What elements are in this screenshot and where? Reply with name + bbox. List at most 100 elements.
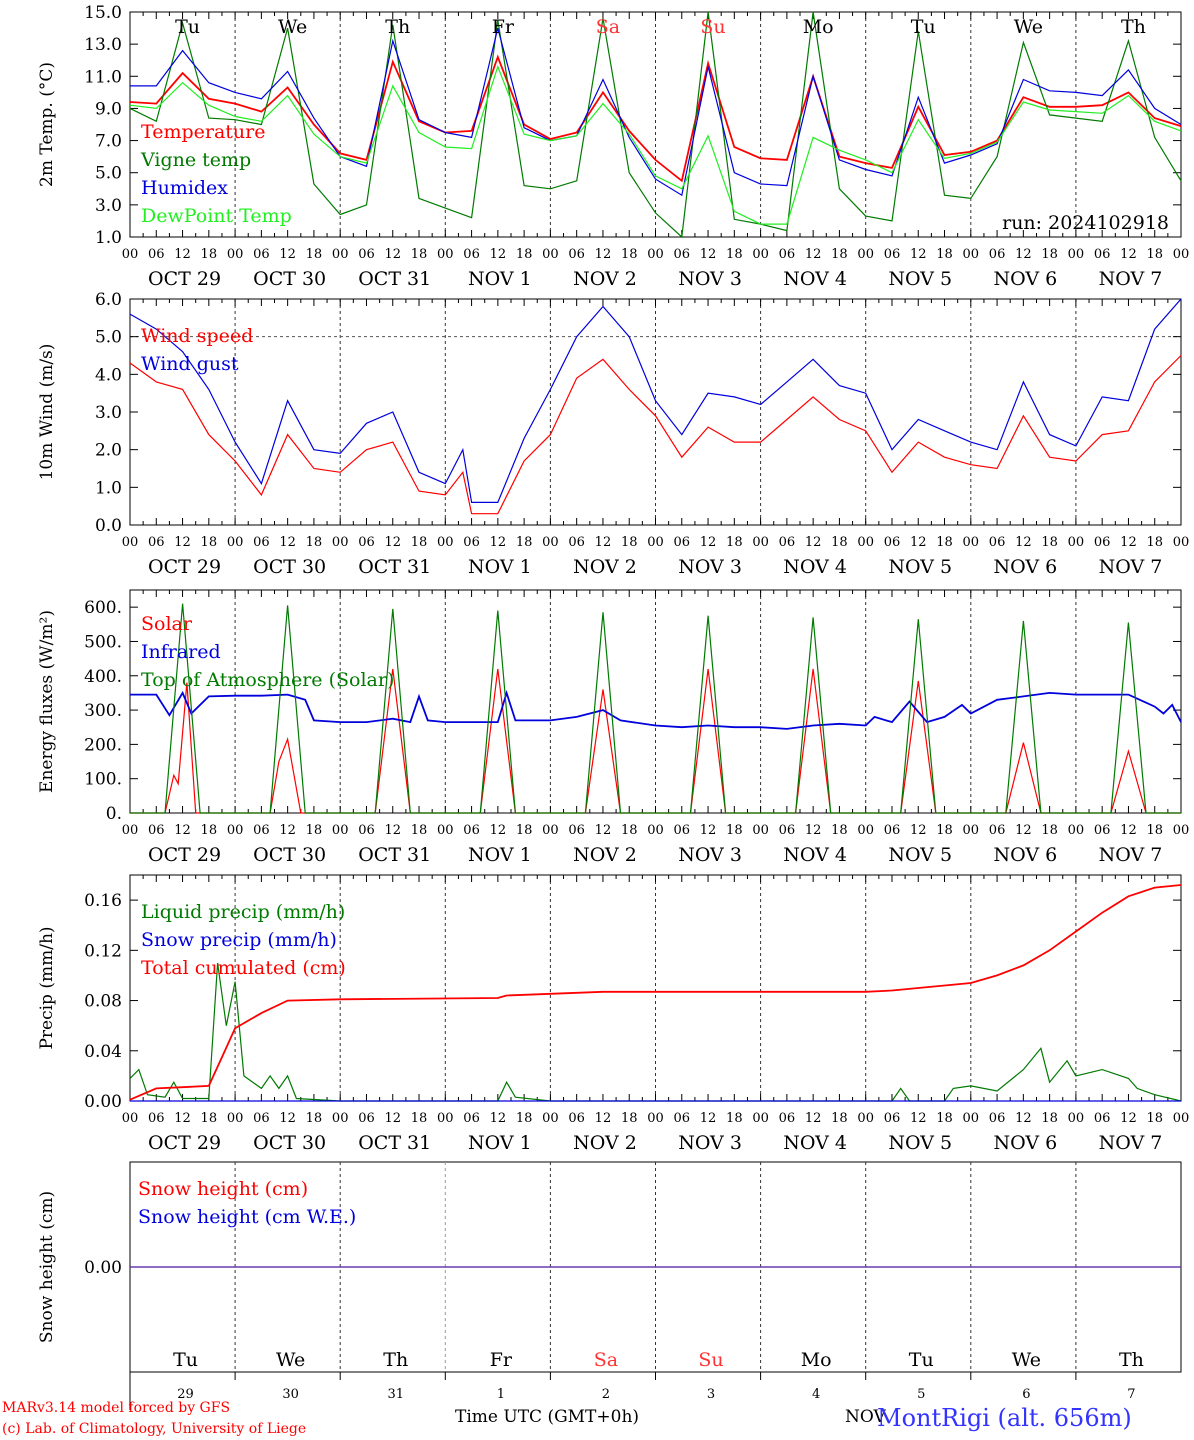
hour-tick-label: 06: [358, 823, 375, 838]
hour-tick-label: 12: [910, 823, 927, 838]
hour-tick-label: 06: [674, 535, 691, 550]
date-label: NOV 5: [888, 268, 952, 290]
hour-tick-label: 12: [700, 247, 717, 262]
hour-tick-label: 18: [936, 1111, 953, 1126]
credit-line-2: (c) Lab. of Climatology, University of L…: [2, 1421, 306, 1437]
date-label: NOV 6: [993, 1132, 1057, 1154]
hour-tick-label: 12: [595, 823, 612, 838]
legend-entry: Liquid precip (mm/h): [141, 901, 345, 923]
hour-tick-label: 00: [227, 1111, 244, 1126]
hour-tick-label: 00: [437, 1111, 454, 1126]
hour-tick-label: 18: [831, 535, 848, 550]
hour-tick-label: 06: [463, 1111, 480, 1126]
date-label: NOV 4: [783, 268, 847, 290]
series-line: [129, 298, 1182, 503]
date-label: NOV 2: [573, 268, 637, 290]
hour-tick-label: 06: [884, 823, 901, 838]
date-label: NOV 4: [783, 1132, 847, 1154]
hour-tick-label: 06: [148, 247, 165, 262]
hour-tick-label: 00: [122, 823, 139, 838]
date-number-label: 31: [387, 1387, 404, 1402]
legend-entry: Top of Atmosphere (Solar): [141, 669, 394, 691]
legend-entry: Vigne temp: [140, 149, 251, 171]
date-label: NOV 4: [783, 844, 847, 866]
chart-panel-3: 600. 500. 400. 300. 200. 100. 0. Energy fluxes …: [37, 589, 1189, 866]
hour-tick-label: 18: [306, 1111, 323, 1126]
chart-panel-1: 15.0 13.0 11.0 9.0 7.0 5.0 3.0 1.0 2m Temp. (°C)…: [37, 3, 1189, 290]
date-label: OCT 31: [358, 844, 431, 866]
hour-tick-label: 18: [516, 247, 533, 262]
legend-entry: Snow height (cm W.E.): [138, 1206, 356, 1228]
date-label: NOV 5: [888, 556, 952, 578]
hour-tick-label: 12: [1015, 535, 1032, 550]
y-tick-label: 600.: [84, 598, 122, 618]
y-tick-label: 1.0: [95, 478, 122, 498]
hour-tick-label: 00: [963, 247, 980, 262]
y-axis-label: Snow height (cm): [37, 1191, 57, 1343]
weekday-label: Mo: [801, 1349, 832, 1371]
station-title: MontRigi (alt. 656m): [877, 1404, 1132, 1432]
series-line: [130, 603, 1181, 814]
weekday-label: Fr: [492, 16, 515, 38]
date-label: NOV 5: [888, 844, 952, 866]
legend-entry: Wind gust: [141, 353, 239, 375]
chart-panel-2: 6.0 5.0 4.0 3.0 2.0 1.0 0.0 10m Wind (m/s) Wind …: [37, 290, 1189, 578]
hour-tick-label: 18: [831, 247, 848, 262]
hour-tick-label: 00: [437, 247, 454, 262]
y-tick-label: 0.16: [84, 891, 122, 911]
date-label: OCT 30: [253, 1132, 326, 1154]
hour-tick-label: 00: [542, 823, 559, 838]
hour-tick-label: 12: [910, 535, 927, 550]
hour-tick-label: 18: [201, 823, 218, 838]
weekday-label: We: [1012, 1349, 1041, 1371]
hour-tick-label: 06: [884, 535, 901, 550]
hour-tick-label: 06: [989, 535, 1006, 550]
hour-tick-label: 12: [910, 1111, 927, 1126]
hour-tick-label: 12: [700, 823, 717, 838]
weekday-label: Tu: [175, 16, 200, 38]
date-label: NOV 1: [468, 844, 532, 866]
date-label: NOV 1: [468, 556, 532, 578]
legend-entry: Wind speed: [141, 325, 253, 347]
hour-tick-label: 06: [884, 247, 901, 262]
hour-tick-label: 12: [1120, 1111, 1137, 1126]
hour-tick-label: 18: [1041, 823, 1058, 838]
y-tick-label: 0.12: [84, 941, 122, 961]
series-line: [129, 54, 1182, 183]
weekday-label: Th: [1119, 1349, 1144, 1371]
date-label: NOV 4: [783, 556, 847, 578]
hour-tick-label: 00: [752, 823, 769, 838]
hour-tick-label: 18: [411, 247, 428, 262]
credit-line-1: MARv3.14 model forced by GFS: [2, 1400, 230, 1416]
hour-tick-label: 06: [674, 1111, 691, 1126]
hour-tick-label: 12: [1120, 535, 1137, 550]
hour-tick-label: 18: [516, 535, 533, 550]
bottom-day-axis: 29 30 31 1 2 3 4 5 6 7: [129, 1372, 1136, 1410]
hour-tick-label: 12: [700, 1111, 717, 1126]
date-number-label: 6: [1022, 1387, 1030, 1402]
legend-entry: Snow height (cm): [138, 1178, 308, 1200]
hour-tick-label: 06: [568, 535, 585, 550]
series-line: [130, 27, 1182, 197]
legend-entry: Humidex: [141, 177, 228, 199]
hour-tick-label: 06: [148, 535, 165, 550]
date-label: NOV 3: [678, 556, 742, 578]
y-tick-label: 4.0: [95, 365, 122, 385]
hour-tick-label: 00: [542, 535, 559, 550]
hour-tick-label: 18: [306, 535, 323, 550]
hour-tick-label: 06: [358, 1111, 375, 1126]
date-label: NOV 7: [1099, 1132, 1163, 1154]
legend-entry: Total cumulated (cm): [141, 957, 346, 979]
y-axis-label: 10m Wind (m/s): [37, 344, 57, 481]
hour-tick-label: 12: [595, 535, 612, 550]
hour-tick-label: 06: [148, 1111, 165, 1126]
date-label: NOV 5: [888, 1132, 952, 1154]
weekday-label: Fr: [490, 1349, 513, 1371]
y-tick-label: 1.0: [95, 228, 122, 248]
hour-tick-label: 18: [831, 823, 848, 838]
hour-tick-label: 18: [726, 1111, 743, 1126]
y-axis-label: Precip (mm/h): [37, 926, 57, 1049]
weekday-label: We: [276, 1349, 305, 1371]
hour-tick-label: 00: [963, 823, 980, 838]
date-label: NOV 7: [1099, 844, 1163, 866]
